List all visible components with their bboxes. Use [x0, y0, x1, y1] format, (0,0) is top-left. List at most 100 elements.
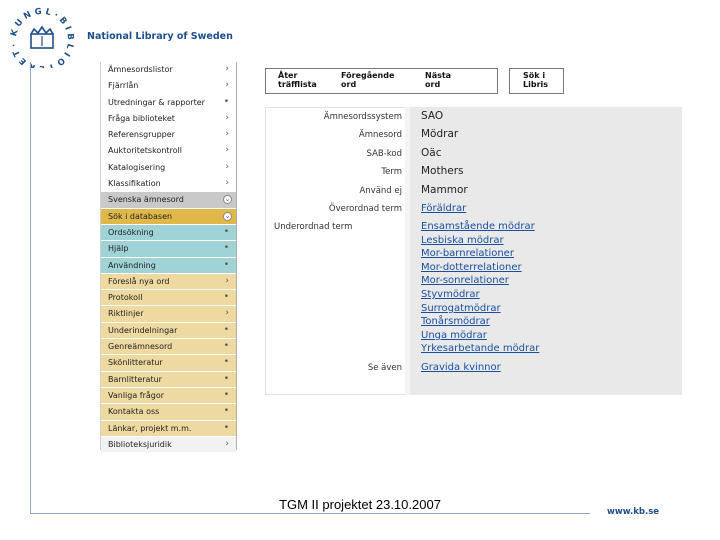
record-field-values: Mothers: [421, 165, 464, 179]
frame-left-rule: [30, 62, 31, 514]
record-field-label: Se även: [367, 363, 402, 373]
frame-bottom-rule: [30, 513, 590, 514]
sidebar-item-label: Vanliga frågor: [108, 390, 165, 400]
sidebar-item-label: Barnlitteratur: [108, 374, 162, 384]
record-field-values: Föräldrar: [421, 202, 466, 216]
term-link[interactable]: Gravida kvinnor: [421, 362, 501, 373]
sidebar-item-label: Klassifikation: [108, 179, 161, 189]
term-link[interactable]: Föräldrar: [421, 203, 467, 214]
bullet-icon: •: [223, 373, 229, 384]
sidebar-item[interactable]: Utredningar & rapporter •: [101, 94, 236, 111]
navigation-button-group: Åter träfflista Föregående ord Nästa ord: [265, 68, 498, 94]
sidebar-item[interactable]: Riktlinjer ›: [101, 306, 236, 323]
term-link[interactable]: Styvmödrar: [421, 288, 480, 300]
record-field-label: Ämnesord: [358, 130, 402, 140]
sidebar-item[interactable]: Fråga biblioteket ›: [101, 110, 236, 128]
sidebar-item[interactable]: Klassifikation ›: [101, 176, 236, 193]
bullet-icon: •: [223, 341, 229, 352]
sidebar-item[interactable]: Genreämnesord •: [101, 339, 236, 356]
record-field-values: Oäc: [421, 147, 441, 161]
record-field-values: Mödrar: [421, 128, 458, 142]
sidebar-item[interactable]: Skönlitteratur •: [101, 355, 236, 372]
term-link[interactable]: Surrogatmödrar: [421, 302, 501, 314]
sidebar-item[interactable]: Biblioteksjuridik ›: [101, 436, 236, 454]
record-field-label: SAB-kod: [366, 149, 402, 159]
sidebar-item-label: Fråga biblioteket: [108, 113, 175, 123]
sidebar-item[interactable]: Fjärrlån ›: [101, 78, 236, 95]
record-value: Mammor: [421, 184, 468, 196]
sidebar-item-label: Utredningar & rapporter: [108, 97, 205, 107]
record-value: Oäc: [421, 147, 442, 159]
sidebar-item-label: Auktoritetskontroll: [108, 146, 182, 156]
panel-divider: [405, 107, 410, 395]
chevron-right-icon: ›: [225, 129, 229, 140]
chevron-right-icon: ›: [225, 145, 229, 156]
logo-text: National Library of Sweden: [87, 31, 233, 42]
sidebar-item[interactable]: Ordsökning •: [101, 224, 236, 242]
sidebar-item[interactable]: Föreslå nya ord ›: [101, 273, 236, 291]
footer-url[interactable]: www.kb.se: [607, 507, 660, 517]
sidebar-item[interactable]: Kontakta oss •: [101, 404, 236, 421]
sidebar-item[interactable]: Referensgrupper ›: [101, 127, 236, 144]
chevron-right-icon: ›: [225, 438, 229, 449]
record-value: Mothers: [421, 165, 464, 177]
sidebar-item[interactable]: Länkar, projekt m.m. •: [101, 420, 236, 437]
term-link[interactable]: Ensamstående mödrar: [421, 221, 535, 232]
sidebar-item-label: Användning: [108, 260, 156, 270]
sidebar-item-label: Fjärrlån: [108, 81, 139, 91]
chevron-right-icon: ›: [225, 275, 229, 286]
footer-caption: TGM II projektet 23.10.2007: [279, 497, 441, 512]
sidebar-item-label: Genreämnesord: [108, 342, 173, 352]
term-link[interactable]: Lesbiska mödrar: [421, 234, 504, 246]
sidebar-item-label: Föreslå nya ord: [108, 276, 170, 286]
expand-circle-icon: ⌄: [223, 195, 232, 205]
sidebar-item-label: Katalogisering: [108, 162, 166, 172]
search-libris-button[interactable]: Sök i Libris: [509, 68, 564, 94]
sidebar-item[interactable]: Sök i databasen ⌄: [101, 208, 236, 225]
header-logo[interactable]: KUNGL·BIBLIOTEKET· National Library of S…: [0, 0, 240, 68]
crown-logo-icon: KUNGL·BIBLIOTEKET·: [9, 7, 72, 68]
sidebar-item-label: Biblioteksjuridik: [108, 439, 172, 449]
sidebar-item[interactable]: Hjälp •: [101, 241, 236, 258]
term-link[interactable]: Mor-sonrelationer: [421, 275, 509, 287]
record-values-background: [410, 107, 682, 395]
record-field-label: Ämnesordssystem: [323, 112, 402, 122]
term-link[interactable]: Mor-barnrelationer: [421, 248, 514, 260]
bullet-icon: •: [223, 422, 229, 433]
next-word-button[interactable]: Nästa ord: [425, 71, 452, 89]
record-value: SAO: [421, 110, 444, 122]
sidebar-item-label: Underindelningar: [108, 325, 178, 335]
bullet-icon: •: [223, 357, 229, 368]
sidebar-item-label: Skönlitteratur: [108, 358, 163, 368]
sidebar-item[interactable]: Vanliga frågor •: [101, 387, 236, 405]
sidebar-item[interactable]: Auktoritetskontroll ›: [101, 143, 236, 160]
sidebar-item-label: Protokoll: [108, 293, 143, 303]
sidebar-item[interactable]: Katalogisering ›: [101, 159, 236, 177]
record-field-label: Term: [381, 167, 402, 177]
previous-word-button[interactable]: Föregående ord: [341, 71, 395, 89]
sidebar-item-label: Ordsökning: [108, 227, 154, 237]
sidebar-item[interactable]: Svenska ämnesord ⌄: [101, 192, 236, 209]
record-field-label: Överordnad term: [328, 204, 402, 214]
sidebar-item[interactable]: Användning •: [101, 257, 236, 274]
chevron-right-icon: ›: [225, 112, 229, 123]
record-field-values: SAO: [421, 110, 443, 124]
sidebar-item-label: Ämnesordslistor: [108, 65, 173, 74]
sidebar-item-label: Svenska ämnesord: [108, 195, 184, 205]
sidebar-item[interactable]: Underindelningar •: [101, 322, 236, 340]
back-to-results-button[interactable]: Åter träfflista: [278, 71, 317, 89]
sidebar-item[interactable]: Protokoll •: [101, 290, 236, 307]
term-link[interactable]: Yrkesarbetande mödrar: [421, 343, 540, 355]
record-field-values: Ensamstående mödrar Lesbiska mödrar Mor-ba…: [421, 220, 539, 356]
term-link[interactable]: Unga mödrar: [421, 329, 487, 341]
sidebar-nav: Ämnesordslistor › Fjärrlån › Utredningar & r…: [100, 62, 237, 454]
record-field-label: Använd ej: [359, 186, 402, 196]
term-link[interactable]: Tonårsmödrar: [421, 316, 490, 328]
sidebar-item-label: Referensgrupper: [108, 130, 175, 140]
sidebar-item-label: Riktlinjer: [108, 309, 144, 319]
bullet-icon: •: [223, 406, 229, 417]
sidebar-item[interactable]: Barnlitteratur •: [101, 371, 236, 388]
term-link[interactable]: Mor-dotterrelationer: [421, 261, 522, 273]
sidebar-item[interactable]: Ämnesordslistor ›: [101, 62, 236, 79]
chevron-right-icon: ›: [225, 178, 229, 189]
